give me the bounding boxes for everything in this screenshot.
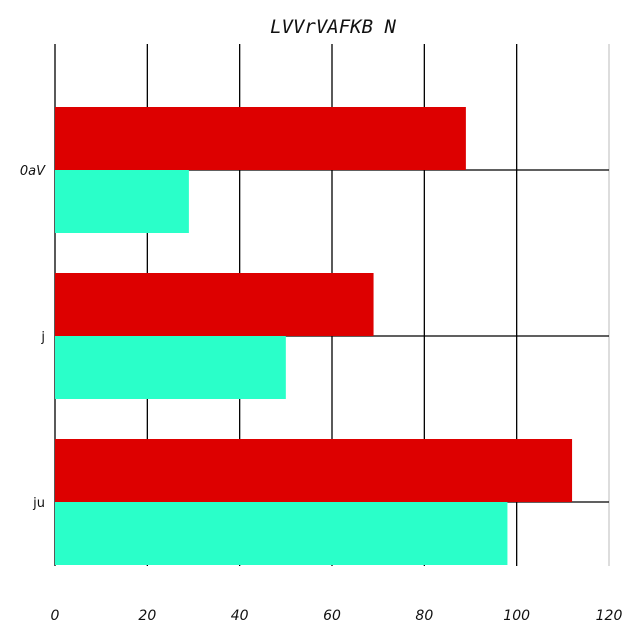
x-tick-label-100: 100	[503, 608, 530, 624]
y-category-label-j: j	[40, 330, 45, 345]
x-tick-label-40: 40	[231, 608, 249, 624]
bar-series1-0aV	[55, 107, 466, 170]
y-category-label-ju: ju	[32, 496, 45, 511]
chart-title: LVVrVAFKB N	[270, 16, 396, 38]
x-tick-label-20: 20	[138, 608, 156, 624]
bar-series1-j	[55, 273, 374, 336]
bar-series1-ju	[55, 439, 573, 502]
bar-series2-ju	[55, 502, 508, 565]
x-axis-tick-labels: 0 20 40 60 80 100 120	[51, 608, 623, 624]
y-category-label-0aV: 0aV	[20, 164, 46, 179]
x-tick-label-0: 0	[51, 608, 60, 624]
bar-series2-0aV	[55, 170, 189, 233]
x-tick-label-60: 60	[323, 608, 341, 624]
y-axis-category-labels: 0aV j ju	[20, 164, 46, 511]
bars	[55, 107, 573, 565]
bar-series2-j	[55, 336, 286, 399]
x-tick-label-80: 80	[415, 608, 433, 624]
x-tick-label-120: 120	[596, 608, 623, 624]
